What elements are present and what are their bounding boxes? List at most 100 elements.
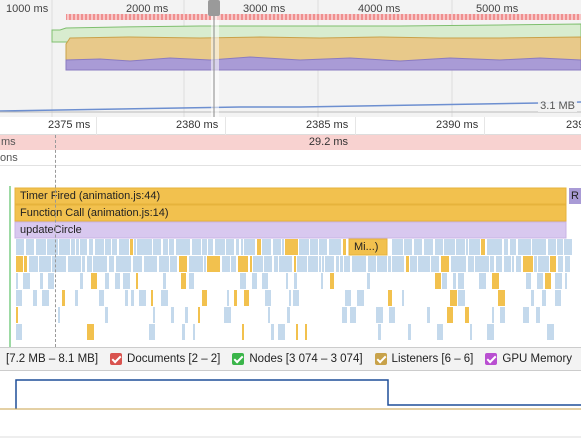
call-block (242, 324, 244, 340)
call-block (163, 273, 166, 289)
overview-graph (0, 0, 581, 117)
counters-bar: [7.2 MB – 8.1 MB] Documents [2 – 2] Node… (0, 347, 581, 371)
call-block (231, 256, 236, 272)
call-block (442, 273, 447, 289)
call-block (492, 273, 499, 289)
call-block (262, 239, 271, 255)
call-block (294, 273, 297, 289)
call-block (274, 256, 278, 272)
call-block (450, 290, 457, 306)
call-block (336, 256, 339, 272)
call-block (296, 324, 298, 340)
timer-fired-event[interactable]: Timer Fired (animation.js:44) (20, 190, 161, 202)
call-block (253, 256, 263, 272)
interactions-label: ons (0, 152, 18, 164)
call-block (179, 256, 187, 272)
call-block (163, 239, 168, 255)
call-block (68, 256, 81, 272)
documents-counter[interactable]: Documents [2 – 2] (110, 353, 220, 365)
call-block (392, 239, 403, 255)
memory-max-label: 3.1 MB (538, 100, 577, 112)
mini-event[interactable]: Mi...) (354, 241, 379, 253)
call-block (536, 307, 540, 323)
call-block (71, 239, 75, 255)
call-block (322, 256, 324, 272)
call-block (286, 273, 288, 289)
flame-chart-canvas (9, 186, 581, 347)
call-block (458, 273, 464, 289)
call-block (257, 239, 261, 255)
counter-graph[interactable] (0, 371, 581, 439)
call-block (130, 239, 133, 255)
call-block (252, 273, 257, 289)
call-block (240, 273, 246, 289)
overview-tick-label: 1000 ms (6, 3, 49, 15)
overview-tick-label: 4000 ms (358, 3, 401, 15)
call-block (112, 239, 117, 255)
call-block (16, 307, 18, 323)
function-call-event[interactable]: Function Call (animation.js:14) (20, 207, 169, 219)
call-block (193, 324, 195, 340)
call-block (116, 256, 131, 272)
call-block (357, 290, 364, 306)
call-block (537, 273, 543, 289)
call-block (250, 256, 252, 272)
call-block (80, 273, 83, 289)
listeners-counter[interactable]: Listeners [6 – 6] (374, 353, 474, 365)
call-block (159, 256, 169, 272)
flame-chart[interactable]: Timer Fired (animation.js:44) Function C… (0, 166, 581, 347)
call-block (376, 307, 383, 323)
call-block (352, 256, 366, 272)
call-block (139, 290, 146, 306)
call-block (91, 273, 97, 289)
call-block (406, 256, 409, 272)
call-block (23, 273, 30, 289)
call-block (504, 256, 511, 272)
call-block (125, 290, 128, 306)
call-block (418, 256, 430, 272)
call-block (226, 239, 234, 255)
update-circle-event[interactable]: updateCircle (20, 224, 82, 236)
listeners-label: Listeners [6 – 6] (391, 353, 474, 365)
call-block (136, 273, 138, 289)
call-block (558, 256, 563, 272)
checkbox-icon[interactable] (232, 353, 245, 365)
call-block (516, 256, 521, 272)
call-block (523, 256, 533, 272)
call-block (171, 307, 174, 323)
call-block (475, 256, 489, 272)
checkbox-icon[interactable] (374, 353, 387, 365)
call-block (479, 273, 486, 289)
gpu-label: GPU Memory (502, 353, 573, 365)
gpu-counter[interactable]: GPU Memory (485, 353, 572, 365)
call-block (453, 273, 456, 289)
right-cut-event[interactable]: R (571, 190, 579, 202)
nodes-counter[interactable]: Nodes [3 074 – 3 074] (232, 353, 363, 365)
call-block (490, 256, 494, 272)
call-block (321, 273, 323, 289)
timeline-overview[interactable]: 1000 ms 2000 ms 3000 ms 4000 ms 5000 ms 3.1 … (0, 0, 581, 117)
interactions-track[interactable]: ons (0, 150, 581, 166)
call-block (414, 239, 422, 255)
call-block (431, 256, 439, 272)
call-block (82, 256, 85, 272)
call-block (289, 290, 291, 306)
heap-counter[interactable]: [7.2 MB – 8.1 MB] (0, 353, 98, 365)
overview-handle[interactable] (208, 0, 220, 16)
counter-graph-lines (0, 379, 581, 438)
call-block (518, 239, 531, 255)
call-block (555, 273, 562, 289)
ruler-tick-label: 2380 ms (176, 119, 219, 131)
checkbox-icon[interactable] (110, 353, 123, 365)
checkbox-icon[interactable] (485, 353, 498, 365)
call-block (236, 239, 239, 255)
call-block (42, 290, 49, 306)
call-block (297, 256, 307, 272)
call-block (532, 239, 546, 255)
call-block (487, 239, 502, 255)
call-block (308, 256, 318, 272)
call-block (264, 256, 272, 272)
overview-tick-label: 5000 ms (476, 3, 519, 15)
call-block (169, 239, 174, 255)
frames-track[interactable]: ms 29.2 ms (0, 135, 581, 150)
